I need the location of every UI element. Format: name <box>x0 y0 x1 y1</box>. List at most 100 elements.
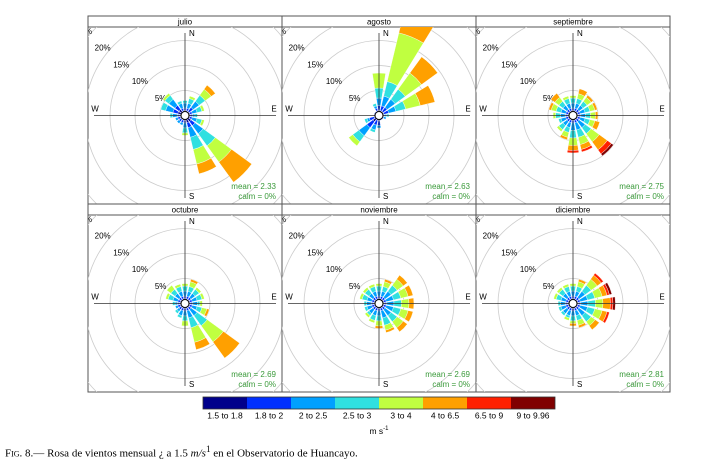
annotation: calm = 0% <box>238 380 276 389</box>
colorbar-swatch <box>203 397 247 409</box>
annotation: mean = 2.33 <box>231 182 276 191</box>
annotation: calm = 0% <box>432 380 470 389</box>
wedge-segment <box>550 92 561 103</box>
wedge-segment <box>174 283 182 289</box>
panel-strip <box>475 203 671 216</box>
caption-text: en el Observatorio de Huancayo. <box>210 447 358 460</box>
r-tick-label: 15% <box>113 248 129 257</box>
wedge-segment <box>203 308 210 317</box>
colorbar-swatch <box>247 397 291 409</box>
compass-label: E <box>659 105 664 114</box>
colorbar-label: 2.5 to 3 <box>343 410 372 420</box>
colorbar-swatch <box>467 397 511 409</box>
wedge-segment <box>364 306 369 312</box>
colorbar-swatch <box>423 397 467 409</box>
r-tick-label: 25% <box>464 27 480 36</box>
wedge-segment <box>188 95 196 101</box>
colorbar-label: 4 to 6.5 <box>431 410 460 420</box>
caption-text: Rosa de vientos mensual ¿ a 1.5 <box>47 447 191 460</box>
compass-label: S <box>383 380 388 389</box>
wedge-segment <box>359 292 365 300</box>
wedge-segment <box>364 312 371 318</box>
compass-label: N <box>189 217 195 226</box>
r-tick-label: 15% <box>307 60 323 69</box>
wedge-segment <box>556 125 563 132</box>
r-tick-label: 20% <box>483 44 499 53</box>
wedge-segment <box>175 117 179 122</box>
wedge-segment <box>176 313 183 319</box>
r-tick-label: 5% <box>349 282 361 291</box>
wedge-segment <box>364 118 369 124</box>
r-tick-label: 10% <box>132 265 148 274</box>
compass-label: E <box>465 293 470 302</box>
r-tick-label: 20% <box>289 232 305 241</box>
r-tick-label: 15% <box>501 248 517 257</box>
caption-sup: 1 <box>205 444 211 454</box>
annotation: calm = 0% <box>626 192 664 201</box>
wedge-segment <box>591 120 600 131</box>
wedge-segment <box>368 283 376 289</box>
r-tick-label: 20% <box>95 232 111 241</box>
wedge-segment <box>176 100 183 106</box>
r-tick-label: 20% <box>483 232 499 241</box>
r-tick-label: 5% <box>543 94 555 103</box>
compass-label: N <box>383 29 389 38</box>
compass-label: W <box>91 105 99 114</box>
center-mark <box>374 299 384 308</box>
plot-area: 5% 10%15%20%25% N E S W <box>464 27 670 204</box>
wedge-segment <box>362 287 369 294</box>
compass-label: W <box>479 105 487 114</box>
colorbar-swatch <box>379 397 423 409</box>
panel-title: agosto <box>367 18 392 27</box>
r-tick-label: 5% <box>543 282 555 291</box>
wedge-segment <box>559 134 568 141</box>
wedge-segment <box>580 145 593 153</box>
compass-label: N <box>577 217 583 226</box>
compass-label: E <box>271 293 276 302</box>
r-tick-label: 10% <box>326 265 342 274</box>
wedge-segment <box>212 331 240 359</box>
compass-label: N <box>189 29 195 38</box>
compass-label: S <box>189 192 194 201</box>
wedge-segment <box>195 287 202 294</box>
wedge-segment <box>398 27 434 44</box>
wedge-segment <box>602 311 610 324</box>
wedge-segment <box>562 283 570 289</box>
wedge-segment <box>578 322 587 329</box>
colorbar-label: 1.5 to 1.8 <box>207 410 243 420</box>
wedge-segment <box>409 56 438 85</box>
compass-label: S <box>577 192 582 201</box>
r-tick-label: 25% <box>76 27 92 36</box>
compass-label: S <box>383 192 388 201</box>
wedge-segment <box>190 278 199 285</box>
wedge-segment <box>578 88 588 97</box>
wedge-segment <box>348 134 361 147</box>
wedge-segment <box>162 92 171 102</box>
wedge-segment <box>174 309 180 314</box>
annotation: mean = 2.69 <box>231 370 276 379</box>
plot-area: 5% 10%15%20%25% N E S W <box>464 215 670 392</box>
compass-label: E <box>271 105 276 114</box>
wedge-segment <box>382 116 387 120</box>
wedge-segment <box>588 319 600 331</box>
r-tick-label: 20% <box>95 44 111 53</box>
annotation: calm = 0% <box>432 192 470 201</box>
annotation: mean = 2.69 <box>425 370 470 379</box>
wedge-segment <box>556 287 563 294</box>
colorbar-label: 6.5 to 9 <box>475 410 504 420</box>
annotation: calm = 0% <box>238 192 276 201</box>
wedge-segment <box>414 85 436 106</box>
r-tick-label: 15% <box>307 248 323 257</box>
r-tick-label: 25% <box>464 215 480 224</box>
plot-area: 5% 10%15%20%25% N E S W <box>88 215 282 392</box>
colorbar-label: 3 to 4 <box>390 410 412 420</box>
wedge-segment <box>396 274 408 287</box>
colorbar-swatch <box>335 397 379 409</box>
wedge-segment <box>196 157 217 175</box>
compass-label: N <box>577 29 583 38</box>
r-tick-label: 5% <box>349 94 361 103</box>
